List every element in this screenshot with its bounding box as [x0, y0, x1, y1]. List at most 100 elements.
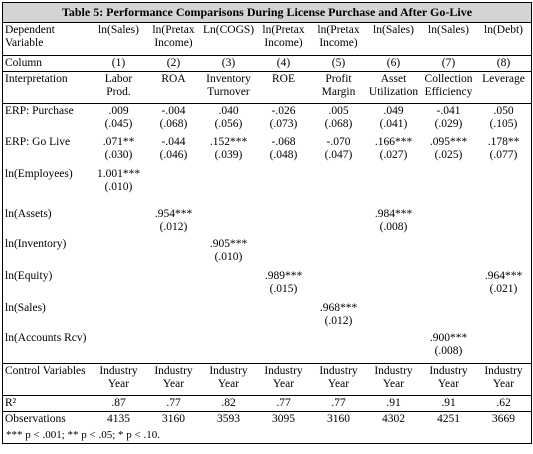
cell-line: .095*** [429, 136, 468, 148]
cell-line: -.026 [271, 104, 296, 117]
cell-line: Year [437, 377, 460, 390]
cell-text: .77 [276, 396, 291, 409]
cell-line: (.012) [159, 221, 188, 233]
table-cell: .77 [256, 395, 311, 412]
table-row: ln(Sales) .968*** (.012) [3, 301, 531, 331]
table-cell: .77 [146, 395, 201, 412]
cell-line: (.010) [104, 181, 133, 193]
table-cell: ROA [146, 71, 201, 104]
table-cell: .984*** (.008) [366, 207, 421, 237]
table-cell: .905*** (.010) [201, 237, 256, 269]
table-cell: .964*** (.021) [476, 269, 531, 301]
table-cell [366, 331, 421, 364]
table-row: ERP: Go Live .071** (.030) -.044 (.046) .152*… [3, 135, 531, 167]
cell-line: .005 [328, 104, 349, 117]
cell-text: Leverage [482, 72, 525, 85]
cell-line: (.073) [269, 117, 298, 130]
table-cell: .91 [366, 395, 421, 412]
table-cell: 3593 [201, 411, 256, 427]
table-cell: Asset Utilization [366, 71, 421, 104]
table-cell: (1) [91, 55, 146, 72]
cell-text: (6) [386, 56, 401, 69]
table-cell: ln(Sales) [91, 23, 146, 56]
cell-text: ln(Sales) [428, 24, 469, 36]
table-cell [256, 167, 311, 207]
cell-text: 3593 [217, 412, 240, 425]
table-cell [201, 301, 256, 331]
cell-line: (.025) [434, 149, 463, 161]
cell-text: (4) [276, 56, 291, 69]
table-cell [311, 331, 366, 364]
cell-text: .62 [496, 396, 511, 409]
cell-line: (.012) [324, 315, 353, 327]
table-cell: (7) [421, 55, 476, 72]
table-row: Observations 4135 3160 3593 3095 3160 4302 4251… [3, 411, 531, 427]
cell-text: .87 [111, 396, 126, 409]
cell-line: (.030) [104, 149, 133, 161]
cell-text: Ln(COGS) [203, 24, 255, 36]
table-cell [256, 331, 311, 364]
footnote: *** p < .001; ** p < .05; * p < .10. [6, 429, 160, 441]
cell-line: -.068 [271, 136, 296, 148]
table-row: ln(Employees) 1.001*** (.010) [3, 167, 531, 207]
cell-text: ln(Sales) [373, 24, 414, 36]
table-cell: Profit Margin [311, 71, 366, 104]
cell-line: -.041 [436, 104, 461, 117]
row-label: Dependent Variable [3, 23, 91, 56]
table-cell: ln(Pretax Income) [256, 23, 311, 56]
row-label-text: ln(Assets) [5, 208, 52, 220]
row-label-text: ERP: Purchase [5, 104, 74, 117]
table-cell [311, 269, 366, 301]
cell-line: (.047) [324, 149, 353, 161]
cell-line: Industry [154, 364, 193, 377]
cell-line: (.077) [489, 149, 518, 161]
cell-line: .049 [383, 104, 404, 117]
row-label: ln(Assets) [3, 207, 91, 237]
table-cell [366, 167, 421, 207]
row-label: ln(Sales) [3, 301, 91, 331]
row-label-text: ln(Accounts Rcv) [5, 332, 87, 344]
table-cell [311, 167, 366, 207]
table-cell: Industry Year [311, 363, 366, 396]
cell-line: Year [492, 377, 515, 390]
row-label-text: ln(Inventory) [5, 238, 67, 250]
table-cell: ln(Debt) [476, 23, 531, 56]
table-cell [311, 237, 366, 269]
row-label: ERP: Go Live [3, 135, 91, 167]
cell-line: .050 [493, 104, 514, 117]
table-row: ERP: Purchase .009 (.045) -.004 (.068) .040 (.… [3, 103, 531, 135]
cell-text: (7) [441, 56, 456, 69]
row-label-text: ERP: Go Live [5, 136, 71, 148]
table-row: Interpretation Labor Prod. ROA Inventory Tu… [3, 71, 531, 104]
table-cell [421, 237, 476, 269]
cell-line: Year [217, 377, 240, 390]
cell-line: -.044 [161, 136, 186, 148]
cell-line: .905*** [209, 238, 248, 250]
cell-line: .954*** [154, 208, 193, 220]
table-cell: .095*** (.025) [421, 135, 476, 167]
cell-line: (.008) [379, 221, 408, 233]
table-cell: .178** (.077) [476, 135, 531, 167]
table-cell: ln(Pretax Income) [311, 23, 366, 56]
row-label: Column [3, 55, 91, 72]
table-cell: -.068 (.048) [256, 135, 311, 167]
table-cell: -.004 (.068) [146, 103, 201, 135]
table-cell: Industry Year [146, 363, 201, 396]
cell-text: ln(Pretax Income) [262, 24, 305, 49]
row-label-text: Column [5, 56, 43, 69]
cell-text: Collection Efficiency [424, 72, 473, 98]
table-cell [476, 237, 531, 269]
row-label-text: Interpretation [5, 72, 68, 85]
table-body: Dependent Variable ln(Sales) ln(Pretax Inc… [3, 23, 531, 427]
cell-text: (5) [331, 56, 346, 69]
cell-line: Year [107, 377, 130, 390]
table-row: R² .87 .77 .82 .77 .77 .91 .91 .62 [3, 395, 531, 412]
table-title: Table 5: Performance Comparisons During … [3, 3, 531, 23]
row-label-text: ln(Equity) [5, 270, 53, 282]
table-row: Column (1) (2) (3) (4) (5) (6) (7) (8) [3, 55, 531, 72]
cell-text: 3160 [162, 412, 185, 425]
cell-line: (.008) [434, 345, 463, 357]
cell-line: (.029) [434, 117, 463, 130]
cell-line: Industry [319, 364, 358, 377]
cell-line: -.004 [161, 104, 186, 117]
